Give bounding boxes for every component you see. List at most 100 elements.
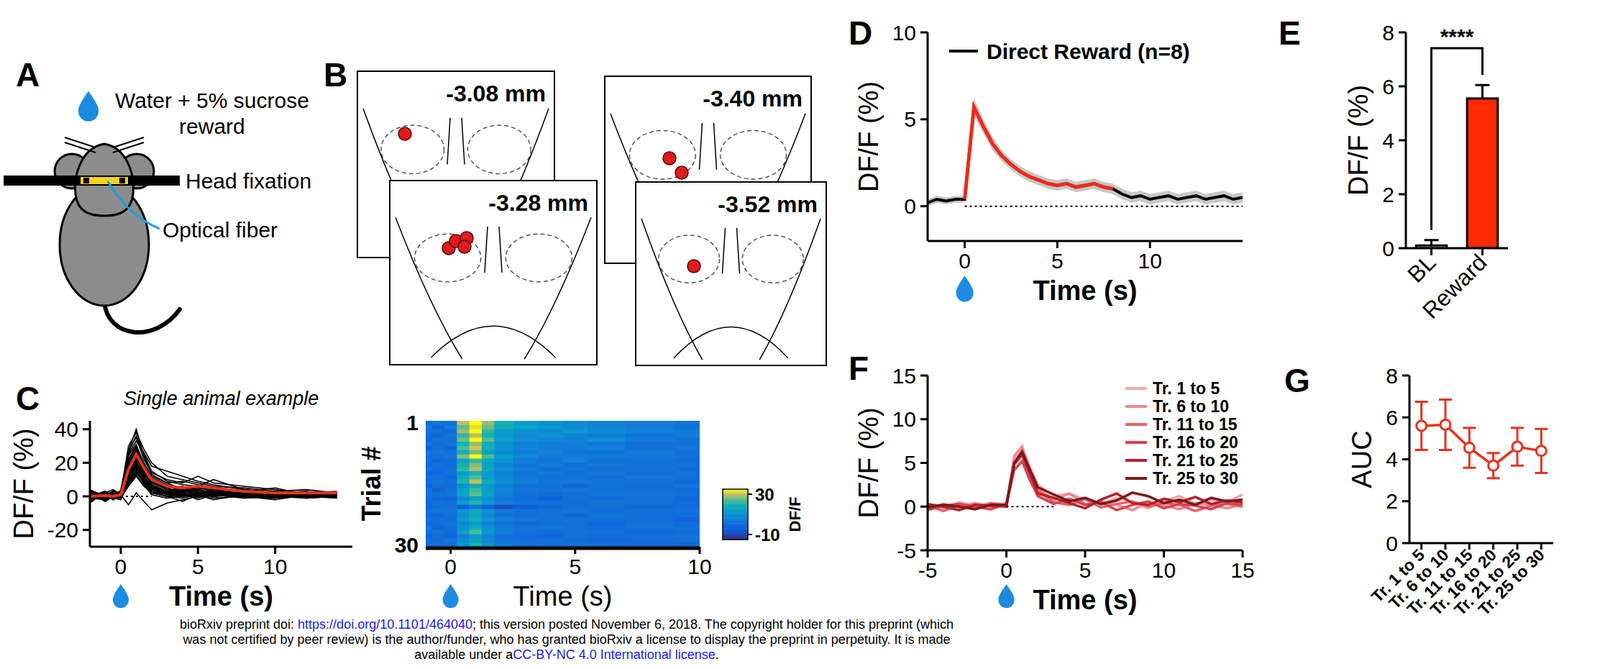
heatmap-cell <box>563 534 589 539</box>
footer-line: bioRxiv preprint doi: https://doi.org/10… <box>179 616 954 632</box>
heatmap-cell <box>432 491 446 497</box>
heatmap-cell <box>469 441 483 446</box>
heatmap-cell <box>674 471 700 476</box>
x-tick <box>1468 542 1471 550</box>
zero-line <box>1006 505 1055 507</box>
heatmap-cell <box>425 483 433 489</box>
heatmap-cell <box>587 441 626 446</box>
heatmap-cell <box>444 529 458 535</box>
y-tick <box>920 461 928 464</box>
heatmap-cell <box>537 445 564 451</box>
panel-letter: C <box>15 379 40 418</box>
heatmap-cell <box>563 479 589 484</box>
heatmap-cell <box>481 420 495 425</box>
trial-trace <box>89 445 338 498</box>
heatmap-cell <box>563 491 589 497</box>
heatmap-cell <box>512 504 538 510</box>
x-tick-label: 5 <box>1051 248 1064 273</box>
heatmap-cell <box>512 441 538 446</box>
heatmap-cell <box>494 454 514 459</box>
y-tick-label: 5 <box>903 107 917 131</box>
heatmap-cell <box>512 537 538 543</box>
heatmap-cell <box>444 483 458 489</box>
y-tick-label: 6 <box>1382 74 1395 99</box>
x-tick <box>963 240 966 249</box>
y-tick-label: 0 <box>903 194 917 218</box>
heatmap-cell <box>674 517 700 522</box>
heatmap-cell <box>537 529 564 535</box>
heatmap-cell <box>444 504 458 510</box>
heatmap-cell <box>587 483 626 489</box>
heatmap-cell <box>456 479 470 484</box>
x-tick-label: 10 <box>1152 558 1176 582</box>
x-tick-label: 0 <box>1000 558 1013 582</box>
x-axis-title: Time (s) <box>513 581 613 612</box>
heatmap-cell <box>425 424 433 430</box>
y-tick <box>82 528 90 531</box>
heatmap-cell <box>444 525 458 530</box>
heatmap-cell <box>469 483 483 489</box>
heatmap-cell <box>481 433 495 438</box>
heatmap-cell <box>512 433 538 438</box>
heatmap-cell <box>563 509 589 514</box>
footer-text: available under a <box>414 647 514 662</box>
y-tick <box>1398 247 1406 250</box>
legend-swatch <box>1125 404 1147 408</box>
footer-line: available under aCC-BY-NC 4.0 Internatio… <box>414 647 720 662</box>
heatmap-cell <box>481 445 495 451</box>
heatmap-cell <box>537 512 564 518</box>
heatmap-cell <box>494 500 514 505</box>
heatmap-cell <box>481 458 495 464</box>
heatmap-cell <box>432 445 446 451</box>
fiber-placement <box>398 127 412 141</box>
error-bar <box>1487 453 1501 479</box>
heatmap-cell <box>494 509 514 514</box>
atlas-tract <box>759 218 821 360</box>
heatmap-cell <box>444 458 458 464</box>
heatmap-cell <box>456 542 470 547</box>
heatmap-cell <box>537 517 564 522</box>
colorbar-tick-label: 30 <box>755 484 775 505</box>
heatmap-cell <box>512 483 538 489</box>
y-tick <box>1398 139 1406 142</box>
highlight-trace <box>965 107 1114 200</box>
y-tick-label: 20 <box>54 450 79 475</box>
y-tick-label: -5 <box>896 538 917 563</box>
heatmap-cell <box>456 529 470 535</box>
heatmap-cell <box>432 433 446 438</box>
y-tick <box>1402 499 1410 502</box>
heatmap-cell <box>537 441 564 446</box>
heatmap-cell <box>494 441 514 446</box>
heatmap-cell <box>624 509 676 514</box>
heatmap-cell <box>674 500 700 505</box>
trial-trace <box>89 454 338 500</box>
heatmap-cell <box>456 537 470 543</box>
heatmap-cell <box>674 487 700 492</box>
heatmap-cell <box>481 512 495 518</box>
heatmap-cell <box>674 509 700 514</box>
heatmap-cell <box>469 537 483 543</box>
footer-text: ; this version posted November 6, 2018. … <box>472 616 954 632</box>
heatmap-cell <box>425 466 433 472</box>
heatmap-cell <box>469 491 483 497</box>
y-tick-label: 0 <box>1382 236 1395 261</box>
heatmap-cell <box>512 487 538 492</box>
marker <box>1464 442 1475 453</box>
heatmap-cell <box>624 525 676 530</box>
y-tick-label: 4 <box>1382 128 1395 153</box>
atlas-fornix <box>484 226 502 273</box>
heatmap-cell <box>674 441 700 446</box>
head-plate <box>80 176 128 185</box>
heatmap-cell <box>494 445 514 451</box>
heatmap-cell <box>425 445 433 451</box>
y-tick <box>920 417 928 420</box>
heatmap-cell <box>425 491 433 497</box>
heatmap-cell <box>563 521 589 526</box>
error-bar <box>1424 240 1439 246</box>
atlas-fornix <box>699 122 717 170</box>
heatmap-cell <box>674 445 700 451</box>
panel-title: Single animal example <box>123 387 320 410</box>
heatmap-cell <box>456 491 470 497</box>
colorbar-tick-label: -10 <box>755 524 781 545</box>
heatmap-cell <box>481 517 495 522</box>
